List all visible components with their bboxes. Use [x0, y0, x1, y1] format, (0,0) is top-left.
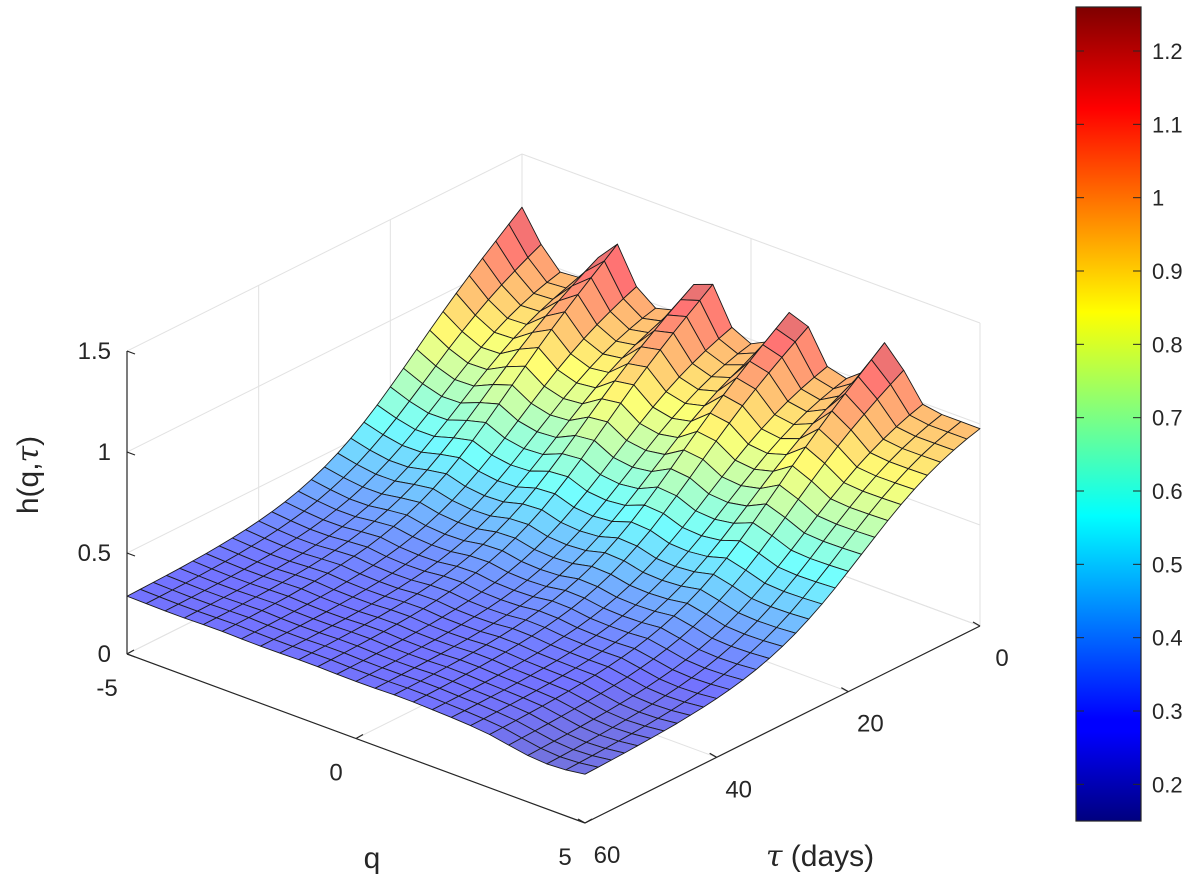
tick-labels: 0 0.5 1 1.5 -5 0 5 0 20 40 60 [78, 338, 1009, 871]
colorbar-tick-label: 0.2 [1152, 772, 1183, 797]
tau-tick-mark [709, 752, 717, 758]
surface-cell [565, 762, 599, 775]
tau-tick-label: 60 [594, 842, 621, 869]
colorbar-tick-label: 1.2 [1152, 39, 1183, 64]
colorbar-tick-label: 0.6 [1152, 479, 1183, 504]
tau-tick-label: 20 [857, 711, 884, 738]
colorbar-tick-label: 0.9 [1152, 259, 1183, 284]
colorbar-tick-label: 0.8 [1152, 332, 1183, 357]
tau-tick-mark [972, 621, 981, 627]
grid-line-z-left-3 [126, 153, 523, 352]
colorbar-ticks: 0.2 0.3 0.4 0.5 0.6 0.7 0.8 0.9 1 1.1 1.2 [1076, 39, 1183, 797]
colorbar-tick-label: 0.7 [1152, 406, 1183, 431]
axes-lines [126, 350, 981, 824]
colorbar: 0.2 0.3 0.4 0.5 0.6 0.7 0.8 0.9 1 1.1 1.2 [1075, 6, 1183, 822]
z-tick-mark [126, 653, 136, 658]
q-tick-label: 5 [558, 844, 571, 871]
z-tick-label: 1 [98, 439, 111, 466]
q-tick-label: -5 [96, 675, 117, 702]
colorbar-tick-label: 0.3 [1152, 699, 1183, 724]
z-tick-label: 0 [98, 641, 111, 668]
z-tick-label: 0.5 [78, 540, 111, 567]
tau-tick-label: 40 [725, 776, 752, 803]
z-axis-label: h(q,τ) [11, 436, 46, 514]
colorbar-frame [1075, 6, 1142, 822]
q-tick-mark [584, 818, 593, 824]
q-tick-mark [355, 733, 364, 740]
colorbar-tick-label: 1 [1152, 186, 1164, 211]
colorbar-tick-label: 0.4 [1152, 626, 1183, 651]
q-axis-label: q [364, 842, 381, 875]
colorbar-tick-label: 0.5 [1152, 552, 1183, 577]
tau-tick-mark [577, 818, 586, 824]
colorbar-tick-label: 1.1 [1152, 112, 1183, 137]
tau-tick-label: 0 [995, 645, 1008, 672]
z-tick-mark [126, 350, 136, 355]
colorbar-fill [1076, 7, 1141, 821]
grid-line-z-left-2 [126, 254, 523, 453]
q-tick-mark [126, 649, 135, 655]
tau-axis-line [584, 625, 981, 824]
z-tick-mark [126, 552, 136, 557]
tau-axis-label: τ (days) [766, 839, 874, 874]
z-tick-label: 1.5 [78, 338, 111, 365]
z-tick-mark [126, 451, 136, 456]
q-tick-label: 0 [329, 760, 342, 787]
surface-mesh [126, 206, 981, 775]
tau-tick-mark [841, 687, 849, 693]
